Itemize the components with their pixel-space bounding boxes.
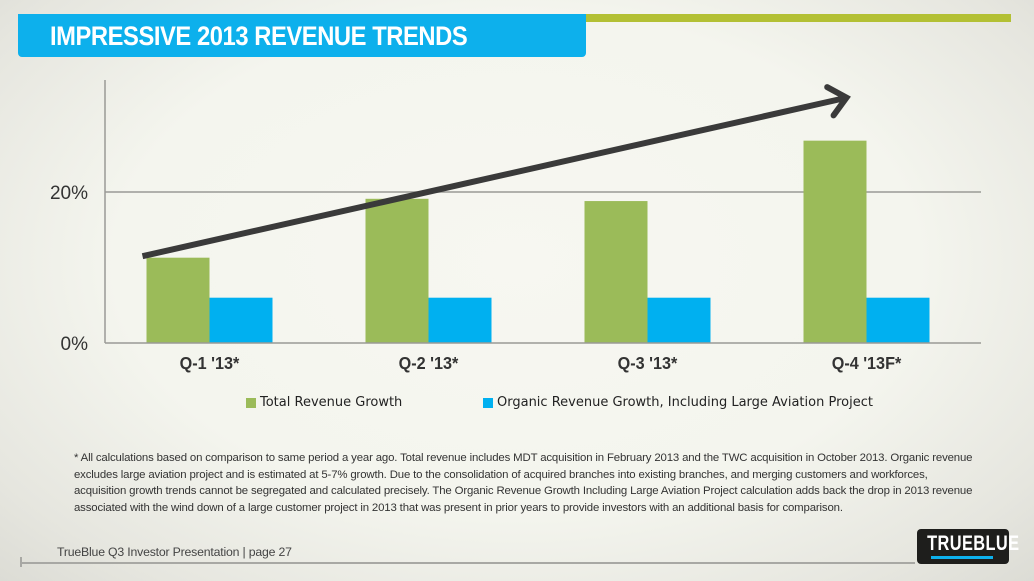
y-tick-label: 0% — [61, 334, 89, 355]
bar-organic-4 — [866, 297, 930, 343]
trend-arrow-head — [824, 84, 851, 119]
slide-title: IMPRESSIVE 2013 REVENUE TRENDS — [50, 21, 468, 51]
bar-organic-1 — [209, 297, 273, 343]
legend-swatch-total — [246, 397, 256, 408]
tick-labels: 0% 20% Q-1 '13* Q-2 '13* Q-3 '13* Q-4 '13F* — [50, 183, 902, 373]
title-banner: IMPRESSIVE 2013 REVENUE TRENDS — [18, 14, 586, 57]
chart-legend: Total Revenue Growth Organic Revenue Gro… — [0, 395, 1034, 415]
footer-page-label: TrueBlue Q3 Investor Presentation | page… — [57, 545, 292, 559]
bar-organic-3 — [647, 297, 711, 343]
legend-item-total: Total Revenue Growth — [246, 395, 402, 410]
x-tick-label: Q-1 '13* — [180, 353, 240, 373]
trueblue-logo: TRUEBLUE — [917, 529, 1020, 564]
axes — [104, 80, 981, 344]
accent-line — [586, 14, 1011, 22]
legend-label-total: Total Revenue Growth — [260, 395, 403, 410]
logo-underline — [931, 556, 993, 559]
bar-organic-2 — [428, 297, 492, 343]
bars — [146, 140, 930, 343]
bar-total-1 — [146, 257, 210, 343]
bar-total-4 — [803, 140, 867, 343]
trend-arrow — [141, 84, 851, 260]
x-tick-label: Q-2 '13* — [399, 353, 459, 373]
legend-item-organic: Organic Revenue Growth, Including Large … — [483, 395, 873, 410]
bar-total-2 — [365, 198, 429, 343]
y-tick-label: 20% — [50, 183, 88, 204]
legend-label-organic: Organic Revenue Growth, Including Large … — [497, 395, 873, 410]
bar-total-3 — [584, 201, 648, 343]
x-tick-label: Q-4 '13F* — [832, 353, 902, 373]
legend-swatch-organic — [483, 397, 493, 408]
footnote: * All calculations based on comparison t… — [74, 452, 973, 514]
x-tick-label: Q-3 '13* — [618, 353, 678, 373]
bar-chart: 0% 20% Q-1 '13* Q-2 '13* Q-3 '13* Q-4 '13F* — [50, 80, 981, 373]
trend-arrow-shaft — [141, 95, 844, 260]
footer-divider — [21, 562, 915, 564]
logo-text: TRUEBLUE — [927, 532, 1020, 555]
